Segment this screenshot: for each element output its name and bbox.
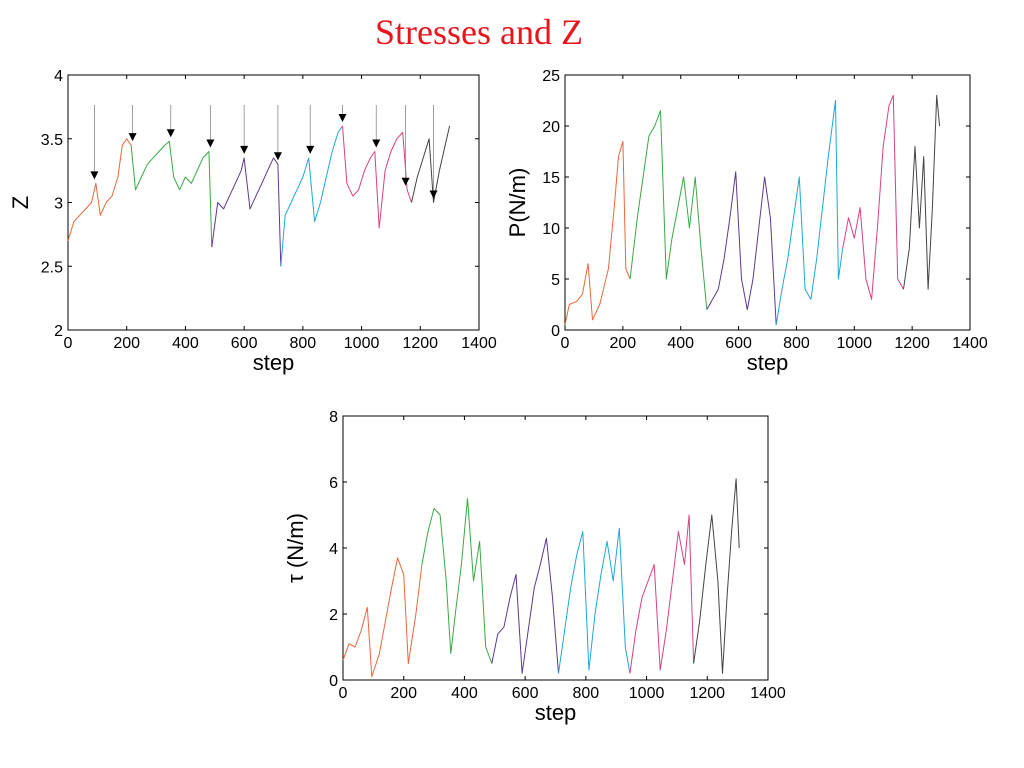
chart-shear-series-segment-5 [629,514,695,674]
chart-shear-x-tick-label: 800 [573,685,600,702]
chart-pressure-x-tick-label: 1400 [952,335,988,352]
chart-pressure-x-tick-label: 400 [667,335,694,352]
chart-z-x-tick-label: 1000 [344,335,380,352]
chart-z-arrow-head [128,133,137,142]
chart-z-arrow-head [166,129,175,138]
slide-title: Stresses and Z [375,12,583,52]
chart-z-y-axis-label: Z [8,196,33,209]
chart-pressure-x-tick-label: 600 [725,335,752,352]
chart-pressure-frame [564,74,971,331]
chart-shear-x-tick-label: 1000 [629,685,665,702]
chart-shear-series-segment-1 [342,557,423,678]
chart-pressure-x-tick-label: 800 [783,335,810,352]
chart-z-x-tick-label: 400 [172,335,199,352]
chart-shear-y-tick-label: 8 [329,409,338,426]
chart-shear-y-axis-label: τ (N/m) [283,513,308,583]
chart-pressure-y-axis-label: P(N/m) [505,168,530,238]
chart-z-x-tick-label: 0 [64,335,73,352]
chart-shear-series-segment-2 [421,498,493,664]
chart-shear-series-segment-3 [491,537,559,674]
chart-z-arrow-head [372,139,381,148]
chart-pressure-x-tick-label: 200 [610,335,637,352]
chart-z-x-tick-label: 800 [290,335,317,352]
chart-z-series-segment-5 [342,125,412,229]
chart-pressure-series-segment-4 [775,100,844,325]
chart-z-arrow-head [338,114,347,122]
chart-pressure-series-segment-5 [842,94,904,300]
chart-z-series-segment-1 [67,138,132,241]
chart-shear-x-axis-label: step [535,700,577,725]
chart-z-series-segment-6 [411,125,451,203]
chart-pressure-x-tick-label: 0 [561,335,570,352]
chart-z-x-tick-label: 1400 [461,335,497,352]
chart-z-x-axis-label: step [253,350,295,375]
chart-pressure-y-tick-label: 10 [542,221,560,238]
chart-z-y-tick-label: 4 [54,68,63,85]
chart-z-arrow-head [429,190,438,199]
chart-z-arrow-head [306,145,315,154]
chart-pressure-series-segment-3 [706,171,777,325]
chart-z-y-tick-label: 3.5 [41,132,63,149]
chart-pressure-series-segment-1 [564,140,631,326]
chart-shear-x-tick-label: 600 [512,685,539,702]
chart-shear-x-tick-label: 0 [339,685,348,702]
chart-pressure-x-tick-label: 1200 [894,335,930,352]
chart-shear-series-segment-6 [693,478,740,674]
chart-shear-y-tick-label: 0 [329,673,338,690]
chart-shear-x-tick-label: 200 [390,685,417,702]
chart-shear-x-tick-label: 400 [451,685,478,702]
chart-z-series-segment-3 [211,157,282,267]
chart-z-series-segment-4 [280,125,343,267]
chart-pressure-x-axis-label: step [747,350,789,375]
chart-pressure-series-segment-6 [903,94,941,290]
chart-z-arrow-head [401,177,410,186]
chart-pressure-y-tick-label: 0 [551,323,560,340]
chart-z-y-tick-label: 2 [54,323,63,340]
chart-z-series-segment-2 [130,140,213,248]
chart-shear-series-segment-4 [558,527,631,674]
chart-shear-y-tick-label: 6 [329,475,338,492]
chart-pressure-y-tick-label: 15 [542,170,560,187]
chart-z-y-tick-label: 3 [54,196,63,213]
chart-shear-x-tick-label: 1400 [750,685,786,702]
chart-z-arrow-head [206,139,215,148]
chart-pressure-x-tick-label: 1000 [836,335,872,352]
chart-z-arrow-head [273,152,282,161]
chart-z-x-tick-label: 1200 [402,335,438,352]
chart-pressure-series-segment-2 [629,110,708,310]
chart-z-arrow-head [90,171,99,180]
chart-z-x-tick-label: 600 [231,335,258,352]
chart-shear-y-tick-label: 2 [329,607,338,624]
chart-z-x-tick-label: 200 [113,335,140,352]
chart-z-arrow-head [240,145,249,154]
chart-shear-y-tick-label: 4 [329,541,338,558]
chart-pressure-y-tick-label: 5 [551,272,560,289]
chart-shear-x-tick-label: 1200 [689,685,725,702]
chart-z-y-tick-label: 2.5 [41,259,63,276]
chart-pressure-y-tick-label: 25 [542,68,560,85]
chart-pressure-y-tick-label: 20 [542,119,560,136]
